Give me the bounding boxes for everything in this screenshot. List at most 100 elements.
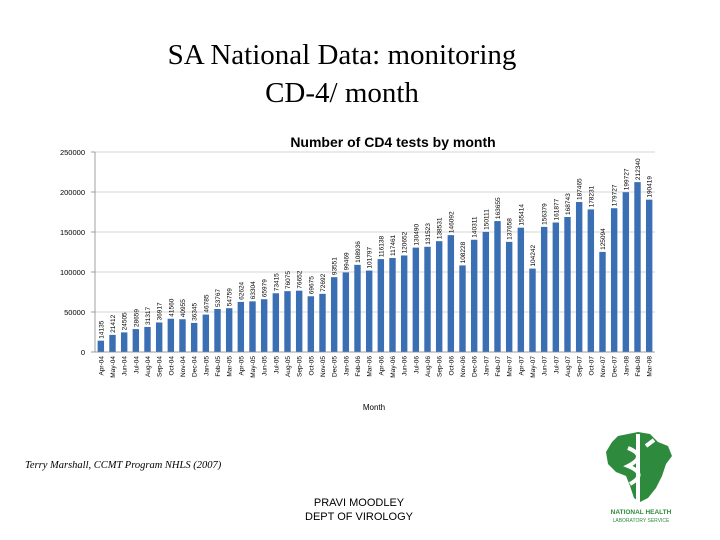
data-label: 36917	[157, 302, 164, 320]
bar	[202, 314, 210, 352]
bar	[529, 268, 536, 352]
bar	[400, 255, 408, 352]
x-tick-label: Mar-06	[367, 356, 374, 377]
data-label: 99469	[343, 252, 350, 270]
data-label: 21412	[110, 314, 117, 332]
bar	[225, 308, 233, 352]
x-tick-label: Nov-07	[600, 356, 607, 377]
bar	[319, 293, 326, 352]
data-label: 168743	[565, 193, 572, 215]
x-tick-label: Jan-07	[483, 356, 490, 376]
data-label: 46785	[203, 294, 210, 312]
x-tick-label: Jan-06	[343, 356, 350, 376]
x-tick-label: Aug-04	[145, 356, 152, 377]
x-tick-label: Jan-08	[623, 356, 630, 376]
logo-text-line-1: NATIONAL HEALTH	[611, 509, 672, 516]
x-tick-label: Jul-05	[273, 356, 280, 374]
y-tick-label: 250000	[60, 148, 85, 157]
data-label: 117461	[390, 234, 397, 256]
data-label: 130490	[413, 224, 420, 246]
y-tick-label: 50000	[64, 308, 85, 317]
bar	[424, 246, 431, 352]
data-label: 63304	[250, 281, 257, 299]
bar	[237, 301, 245, 352]
bar	[494, 221, 501, 352]
bar	[155, 322, 163, 352]
caduceus-icon	[623, 434, 656, 504]
x-tick-label: Aug-07	[565, 356, 572, 377]
data-label: 125094	[600, 228, 607, 250]
bar	[272, 293, 280, 352]
x-tick-label: May-07	[530, 356, 537, 378]
bar	[634, 182, 641, 352]
data-label: 76652	[297, 270, 304, 288]
data-label: 69675	[308, 276, 315, 294]
x-tick-label: Sep-05	[297, 356, 304, 377]
x-tick-label: May-04	[110, 356, 117, 378]
data-label: 101797	[367, 246, 374, 268]
data-label: 138531	[437, 217, 444, 239]
x-tick-label: Oct-05	[308, 356, 315, 376]
x-tick-label: Oct-06	[448, 356, 455, 376]
data-label: 41560	[168, 298, 175, 316]
y-tick-label: 150000	[60, 228, 85, 237]
bar	[214, 308, 221, 352]
bar	[645, 199, 653, 352]
x-tick-label: Feb-08	[635, 356, 642, 377]
data-label: 120652	[402, 231, 409, 253]
bar	[505, 241, 513, 352]
x-tick-label: Nov-04	[180, 356, 187, 377]
x-tick-label: Jul-07	[553, 356, 560, 374]
x-tick-label: Aug-06	[425, 356, 432, 377]
data-label: 73415	[273, 273, 280, 291]
data-label: 156379	[542, 203, 549, 225]
bar	[365, 270, 373, 352]
bar	[120, 332, 128, 352]
source-credit: Terry Marshall, CCMT Program NHLS (2007)	[25, 460, 222, 471]
x-tick-label: Aug-05	[285, 356, 292, 377]
x-tick-label: Jun-06	[402, 356, 409, 376]
bar	[517, 227, 525, 352]
data-label: 212340	[635, 158, 642, 180]
data-label: 161877	[553, 198, 560, 220]
bar	[575, 202, 583, 352]
bar	[564, 217, 571, 352]
x-tick-label: Jun-07	[542, 356, 549, 376]
data-label: 137658	[507, 218, 514, 240]
bar	[260, 299, 268, 352]
bar	[459, 265, 466, 352]
x-tick-label: Feb-05	[215, 356, 222, 377]
x-tick-label: May-05	[250, 356, 257, 378]
x-tick-label: Dec-06	[472, 356, 479, 377]
bar	[540, 226, 548, 352]
slide-title-line-2: CD-4/ month	[265, 77, 419, 109]
data-label: 62624	[238, 281, 245, 299]
x-tick-label: Sep-07	[577, 356, 584, 377]
x-tick-label: Mar-07	[507, 356, 514, 377]
presenter-name: PRAVI MOODLEY	[313, 497, 405, 509]
bar	[587, 209, 595, 352]
data-label: 108936	[355, 241, 362, 263]
x-tick-label: Dec-05	[332, 356, 339, 377]
bar	[295, 290, 303, 352]
x-tick-label: Jun-04	[122, 356, 129, 376]
x-tick-label: Dec-07	[612, 356, 619, 377]
bar	[144, 326, 151, 352]
data-label: 131523	[425, 223, 432, 245]
bar	[377, 259, 385, 352]
bar	[599, 251, 606, 352]
bar	[132, 329, 140, 352]
data-label: 187465	[577, 178, 584, 200]
data-label: 28659	[133, 309, 140, 327]
x-tick-label: Dec-04	[192, 356, 199, 377]
x-tick-label: Feb-06	[355, 356, 362, 377]
x-tick-label: Jan-05	[203, 356, 210, 376]
x-tick-label: Apr-05	[238, 356, 245, 376]
bar	[342, 272, 350, 352]
x-tick-label: Oct-04	[168, 356, 175, 376]
bar	[447, 235, 455, 352]
x-tick-label: Jul-04	[133, 356, 140, 374]
bar	[389, 258, 396, 352]
data-label: 31317	[145, 306, 152, 324]
bar	[284, 291, 291, 352]
